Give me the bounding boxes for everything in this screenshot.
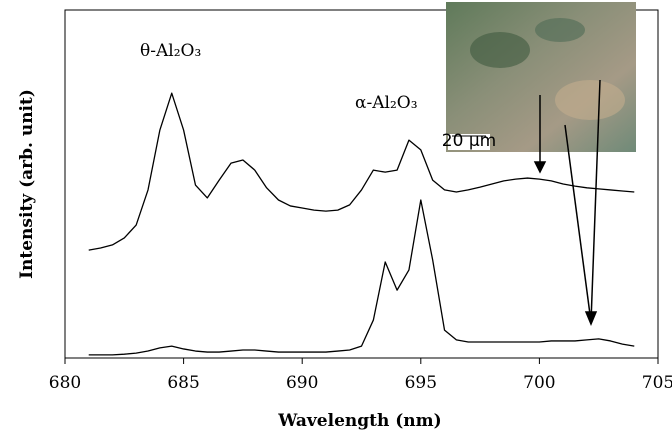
- photo-texture: [470, 32, 530, 68]
- photo-texture: [555, 80, 625, 120]
- x-tick-label: 705: [642, 373, 672, 393]
- spectrum-line: [89, 200, 635, 355]
- scale-label: 20 µm: [442, 131, 496, 151]
- photo-texture: [535, 18, 585, 42]
- x-tick-label: 695: [405, 373, 437, 393]
- x-axis-label: Wavelength (nm): [277, 411, 441, 431]
- y-axis-label: Intensity (arb. unit): [17, 89, 37, 279]
- arrowhead: [586, 312, 596, 324]
- arrowhead: [535, 162, 545, 172]
- chart: Wavelength (nm) Intensity (arb. unit) θ-…: [0, 0, 672, 438]
- annotation: θ-Al₂O₃: [140, 41, 201, 61]
- inset-photo: 20 µm: [442, 2, 636, 152]
- x-tick-label: 700: [523, 373, 555, 393]
- x-tick-label: 680: [49, 373, 81, 393]
- x-tick-label: 690: [286, 373, 318, 393]
- x-tick-label: 685: [167, 373, 199, 393]
- arrow: [565, 125, 591, 322]
- annotation: α-Al₂O₃: [355, 93, 418, 113]
